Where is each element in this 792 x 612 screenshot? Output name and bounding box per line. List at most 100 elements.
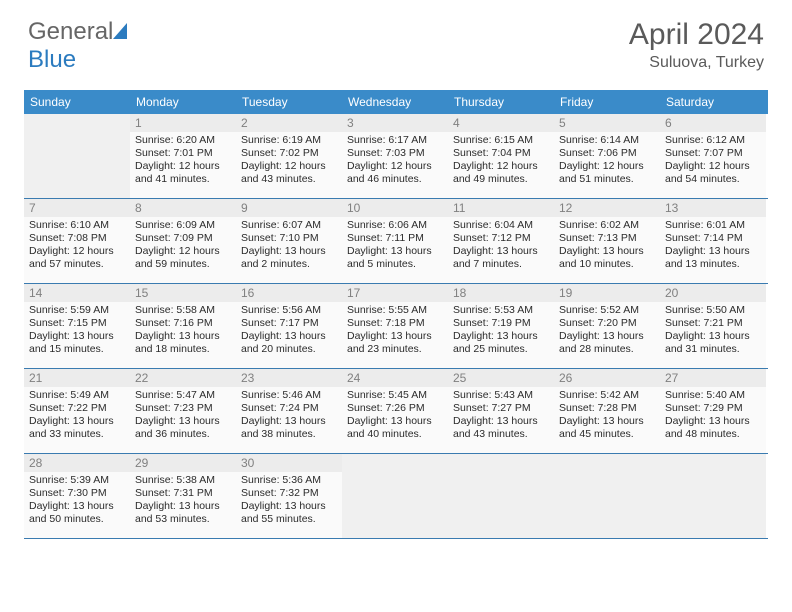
day-number: 21 bbox=[24, 369, 130, 387]
sunrise-line: Sunrise: 6:10 AM bbox=[29, 219, 125, 232]
calendar-day: 15Sunrise: 5:58 AMSunset: 7:16 PMDayligh… bbox=[130, 284, 236, 368]
day-number: 13 bbox=[660, 199, 766, 217]
daylight-line: Daylight: 13 hours and 31 minutes. bbox=[665, 330, 761, 356]
calendar-day: 12Sunrise: 6:02 AMSunset: 7:13 PMDayligh… bbox=[554, 199, 660, 283]
calendar-week-row: 1Sunrise: 6:20 AMSunset: 7:01 PMDaylight… bbox=[24, 114, 768, 199]
sunset-line: Sunset: 7:03 PM bbox=[347, 147, 443, 160]
daylight-line: Daylight: 12 hours and 57 minutes. bbox=[29, 245, 125, 271]
calendar-day: 19Sunrise: 5:52 AMSunset: 7:20 PMDayligh… bbox=[554, 284, 660, 368]
weekday-header: Saturday bbox=[660, 90, 766, 114]
sunrise-line: Sunrise: 6:07 AM bbox=[241, 219, 337, 232]
sunrise-line: Sunrise: 6:04 AM bbox=[453, 219, 549, 232]
daylight-line: Daylight: 13 hours and 55 minutes. bbox=[241, 500, 337, 526]
sunset-line: Sunset: 7:04 PM bbox=[453, 147, 549, 160]
brand-triangle-icon bbox=[113, 23, 127, 39]
day-number: 20 bbox=[660, 284, 766, 302]
sunset-line: Sunset: 7:10 PM bbox=[241, 232, 337, 245]
daylight-line: Daylight: 13 hours and 33 minutes. bbox=[29, 415, 125, 441]
day-number: 3 bbox=[342, 114, 448, 132]
sunrise-line: Sunrise: 5:55 AM bbox=[347, 304, 443, 317]
calendar-day: 4Sunrise: 6:15 AMSunset: 7:04 PMDaylight… bbox=[448, 114, 554, 198]
daylight-line: Daylight: 13 hours and 36 minutes. bbox=[135, 415, 231, 441]
calendar-day: 23Sunrise: 5:46 AMSunset: 7:24 PMDayligh… bbox=[236, 369, 342, 453]
sunrise-line: Sunrise: 5:58 AM bbox=[135, 304, 231, 317]
daylight-line: Daylight: 12 hours and 49 minutes. bbox=[453, 160, 549, 186]
sunrise-line: Sunrise: 5:52 AM bbox=[559, 304, 655, 317]
weekday-header: Wednesday bbox=[342, 90, 448, 114]
calendar-header-row: SundayMondayTuesdayWednesdayThursdayFrid… bbox=[24, 90, 768, 114]
sunrise-line: Sunrise: 5:38 AM bbox=[135, 474, 231, 487]
sunrise-line: Sunrise: 5:50 AM bbox=[665, 304, 761, 317]
brand-logo: General Blue bbox=[28, 18, 127, 74]
calendar-day: 10Sunrise: 6:06 AMSunset: 7:11 PMDayligh… bbox=[342, 199, 448, 283]
sunset-line: Sunset: 7:21 PM bbox=[665, 317, 761, 330]
sunrise-line: Sunrise: 5:45 AM bbox=[347, 389, 443, 402]
calendar-day: 18Sunrise: 5:53 AMSunset: 7:19 PMDayligh… bbox=[448, 284, 554, 368]
weekday-header: Tuesday bbox=[236, 90, 342, 114]
sunset-line: Sunset: 7:12 PM bbox=[453, 232, 549, 245]
calendar-day: 9Sunrise: 6:07 AMSunset: 7:10 PMDaylight… bbox=[236, 199, 342, 283]
daylight-line: Daylight: 13 hours and 38 minutes. bbox=[241, 415, 337, 441]
daylight-line: Daylight: 12 hours and 51 minutes. bbox=[559, 160, 655, 186]
calendar-week-row: 28Sunrise: 5:39 AMSunset: 7:30 PMDayligh… bbox=[24, 454, 768, 539]
sunrise-line: Sunrise: 5:43 AM bbox=[453, 389, 549, 402]
daylight-line: Daylight: 12 hours and 43 minutes. bbox=[241, 160, 337, 186]
daylight-line: Daylight: 13 hours and 2 minutes. bbox=[241, 245, 337, 271]
daylight-line: Daylight: 13 hours and 50 minutes. bbox=[29, 500, 125, 526]
daylight-line: Daylight: 12 hours and 54 minutes. bbox=[665, 160, 761, 186]
sunset-line: Sunset: 7:06 PM bbox=[559, 147, 655, 160]
calendar-day: 21Sunrise: 5:49 AMSunset: 7:22 PMDayligh… bbox=[24, 369, 130, 453]
calendar-day: 22Sunrise: 5:47 AMSunset: 7:23 PMDayligh… bbox=[130, 369, 236, 453]
sunset-line: Sunset: 7:16 PM bbox=[135, 317, 231, 330]
day-number: 8 bbox=[130, 199, 236, 217]
sunrise-line: Sunrise: 6:06 AM bbox=[347, 219, 443, 232]
daylight-line: Daylight: 13 hours and 18 minutes. bbox=[135, 330, 231, 356]
sunrise-line: Sunrise: 5:56 AM bbox=[241, 304, 337, 317]
daylight-line: Daylight: 13 hours and 15 minutes. bbox=[29, 330, 125, 356]
day-number: 12 bbox=[554, 199, 660, 217]
calendar-day-empty bbox=[660, 454, 766, 538]
daylight-line: Daylight: 13 hours and 20 minutes. bbox=[241, 330, 337, 356]
day-number: 30 bbox=[236, 454, 342, 472]
sunrise-line: Sunrise: 6:17 AM bbox=[347, 134, 443, 147]
daylight-line: Daylight: 13 hours and 53 minutes. bbox=[135, 500, 231, 526]
sunset-line: Sunset: 7:09 PM bbox=[135, 232, 231, 245]
calendar: SundayMondayTuesdayWednesdayThursdayFrid… bbox=[24, 90, 768, 539]
sunset-line: Sunset: 7:11 PM bbox=[347, 232, 443, 245]
sunset-line: Sunset: 7:14 PM bbox=[665, 232, 761, 245]
sunset-line: Sunset: 7:24 PM bbox=[241, 402, 337, 415]
day-number: 6 bbox=[660, 114, 766, 132]
sunrise-line: Sunrise: 6:09 AM bbox=[135, 219, 231, 232]
title-block: April 2024 Suluova, Turkey bbox=[629, 18, 764, 72]
calendar-day: 20 Sunrise: 5:50 AMSunset: 7:21 PMDayligh… bbox=[660, 284, 766, 368]
sunset-line: Sunset: 7:02 PM bbox=[241, 147, 337, 160]
sunset-line: Sunset: 7:29 PM bbox=[665, 402, 761, 415]
sunset-line: Sunset: 7:23 PM bbox=[135, 402, 231, 415]
calendar-day: 24Sunrise: 5:45 AMSunset: 7:26 PMDayligh… bbox=[342, 369, 448, 453]
day-number: 10 bbox=[342, 199, 448, 217]
day-number: 5 bbox=[554, 114, 660, 132]
weekday-header: Monday bbox=[130, 90, 236, 114]
calendar-day: 8Sunrise: 6:09 AMSunset: 7:09 PMDaylight… bbox=[130, 199, 236, 283]
sunset-line: Sunset: 7:07 PM bbox=[665, 147, 761, 160]
sunrise-line: Sunrise: 5:39 AM bbox=[29, 474, 125, 487]
calendar-day-empty bbox=[554, 454, 660, 538]
calendar-day: 5Sunrise: 6:14 AMSunset: 7:06 PMDaylight… bbox=[554, 114, 660, 198]
sunrise-line: Sunrise: 6:15 AM bbox=[453, 134, 549, 147]
sunset-line: Sunset: 7:08 PM bbox=[29, 232, 125, 245]
calendar-day: 17Sunrise: 5:55 AMSunset: 7:18 PMDayligh… bbox=[342, 284, 448, 368]
daylight-line: Daylight: 13 hours and 25 minutes. bbox=[453, 330, 549, 356]
calendar-day: 28Sunrise: 5:39 AMSunset: 7:30 PMDayligh… bbox=[24, 454, 130, 538]
sunset-line: Sunset: 7:28 PM bbox=[559, 402, 655, 415]
daylight-line: Daylight: 13 hours and 10 minutes. bbox=[559, 245, 655, 271]
daylight-line: Daylight: 13 hours and 13 minutes. bbox=[665, 245, 761, 271]
sunrise-line: Sunrise: 5:47 AM bbox=[135, 389, 231, 402]
calendar-week-row: 7Sunrise: 6:10 AMSunset: 7:08 PMDaylight… bbox=[24, 199, 768, 284]
calendar-day: 3Sunrise: 6:17 AMSunset: 7:03 PMDaylight… bbox=[342, 114, 448, 198]
calendar-day: 29Sunrise: 5:38 AMSunset: 7:31 PMDayligh… bbox=[130, 454, 236, 538]
sunrise-line: Sunrise: 5:40 AM bbox=[665, 389, 761, 402]
sunset-line: Sunset: 7:26 PM bbox=[347, 402, 443, 415]
weekday-header: Sunday bbox=[24, 90, 130, 114]
sunrise-line: Sunrise: 5:49 AM bbox=[29, 389, 125, 402]
calendar-day: 30Sunrise: 5:36 AMSunset: 7:32 PMDayligh… bbox=[236, 454, 342, 538]
